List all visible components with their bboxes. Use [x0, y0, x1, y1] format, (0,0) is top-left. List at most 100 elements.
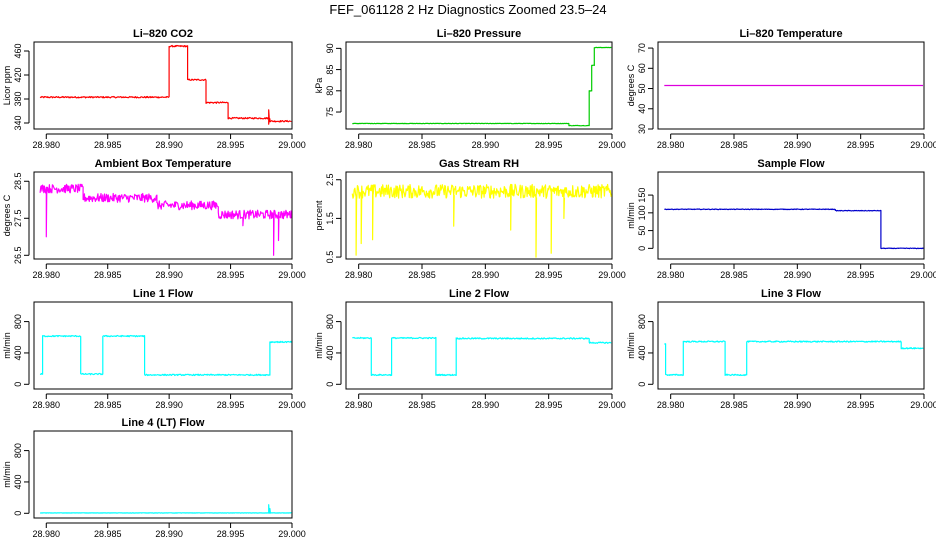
x-tick-label: 28.990	[784, 400, 812, 410]
y-tick-label: 85	[325, 65, 335, 75]
y-tick-label: 28.5	[13, 172, 23, 190]
x-tick-label: 28.985	[94, 270, 122, 280]
chart-panel: Sample Flow ml/min 28.980 28.985 28.990 28.99…	[626, 158, 936, 280]
y-tick-label: 100	[637, 205, 647, 220]
series-line	[39, 183, 292, 256]
x-tick-label: 28.985	[408, 140, 436, 150]
y-tick-label: 400	[637, 345, 647, 360]
y-tick-label: 800	[325, 314, 335, 329]
y-tick-label: 420	[13, 67, 23, 82]
plot-frame	[33, 41, 293, 130]
plot-frame	[345, 171, 613, 260]
x-tick-label: 28.995	[217, 400, 245, 410]
chart-title: Gas Stream RH	[439, 158, 519, 170]
series-line	[664, 208, 924, 250]
chart-panel: Gas Stream RH percent 28.980 28.985 28.990 28…	[314, 158, 626, 280]
x-tick-label: 28.995	[217, 140, 245, 150]
chart-panel: Line 3 Flow ml/min 28.980 28.985 28.990 28.99…	[626, 288, 936, 410]
y-axis-label: ml/min	[2, 332, 12, 359]
y-axis-label: ml/min	[2, 461, 12, 488]
x-tick-label: 28.995	[847, 140, 875, 150]
y-axis-label: ml/min	[626, 202, 636, 229]
x-tick-label: 28.990	[472, 270, 500, 280]
y-tick-label: 27.5	[13, 210, 23, 228]
x-tick-label: 28.980	[657, 270, 685, 280]
y-tick-label: 150	[637, 188, 647, 203]
y-tick-label: 0	[637, 246, 647, 251]
y-axis-label: kPa	[314, 78, 324, 94]
x-tick-label: 28.980	[33, 400, 61, 410]
x-tick-label: 29.000	[278, 529, 306, 539]
x-tick-label: 29.000	[598, 270, 626, 280]
y-tick-label: 400	[13, 345, 23, 360]
chart-panel: Line 1 Flow ml/min 28.980 28.985 28.990 28.99…	[2, 288, 306, 410]
plot-frame	[657, 41, 925, 130]
y-tick-label: 2.5	[325, 173, 335, 186]
y-tick-label: 70	[637, 43, 647, 53]
y-tick-label: 60	[637, 63, 647, 73]
y-tick-label: 800	[13, 443, 23, 458]
y-axis-label: Licor ppm	[2, 66, 12, 106]
chart-title: Line 2 Flow	[449, 288, 509, 300]
series-line	[39, 504, 292, 514]
x-tick-label: 28.995	[535, 140, 563, 150]
y-tick-label: 0	[13, 382, 23, 387]
y-axis-label: degrees C	[626, 64, 636, 106]
x-tick-label: 28.995	[847, 400, 875, 410]
x-tick-label: 28.995	[535, 400, 563, 410]
y-tick-label: 50	[637, 84, 647, 94]
y-tick-label: 80	[325, 86, 335, 96]
series-line	[39, 334, 292, 377]
y-tick-label: 90	[325, 43, 335, 53]
x-tick-label: 28.980	[33, 270, 61, 280]
y-tick-label: 0	[325, 382, 335, 387]
x-tick-label: 28.990	[155, 400, 183, 410]
series-line	[352, 46, 612, 127]
chart-title: Line 3 Flow	[761, 288, 821, 300]
y-tick-label: 800	[637, 314, 647, 329]
x-tick-label: 28.980	[33, 140, 61, 150]
y-tick-label: 50	[637, 226, 647, 236]
y-tick-label: 800	[13, 314, 23, 329]
chart-panel: Li–820 Pressure kPa 28.980 28.985 28.990 28.9…	[314, 28, 626, 150]
chart-title: Sample Flow	[757, 158, 825, 170]
x-tick-label: 28.995	[217, 270, 245, 280]
x-tick-label: 29.000	[278, 400, 306, 410]
chart-panel: Ambient Box Temperature degrees C 28.980 28…	[2, 158, 306, 280]
plot-frame	[657, 171, 925, 260]
x-tick-label: 29.000	[910, 270, 936, 280]
y-tick-label: 30	[637, 124, 647, 134]
x-tick-label: 28.995	[535, 270, 563, 280]
x-tick-label: 28.995	[847, 270, 875, 280]
y-tick-label: 380	[13, 91, 23, 106]
y-tick-label: 0.5	[325, 251, 335, 264]
x-tick-label: 28.985	[408, 270, 436, 280]
series-line	[39, 44, 292, 125]
x-tick-label: 29.000	[278, 270, 306, 280]
chart-title: Li–820 Pressure	[437, 28, 521, 40]
y-axis-label: degrees C	[2, 194, 12, 236]
x-tick-label: 28.980	[33, 529, 61, 539]
x-tick-label: 28.985	[720, 140, 748, 150]
x-tick-label: 28.985	[94, 140, 122, 150]
x-tick-label: 28.980	[345, 400, 373, 410]
x-tick-label: 28.980	[345, 140, 373, 150]
chart-title: Li–820 Temperature	[739, 28, 842, 40]
x-tick-label: 28.995	[217, 529, 245, 539]
y-tick-label: 75	[325, 107, 335, 117]
y-axis-label: ml/min	[314, 332, 324, 359]
chart-title: Li–820 CO2	[133, 28, 193, 40]
x-tick-label: 28.985	[720, 270, 748, 280]
chart-panel: Line 4 (LT) Flow ml/min 28.980 28.985 28.990…	[2, 417, 306, 539]
y-tick-label: 460	[13, 43, 23, 58]
x-tick-label: 28.990	[155, 270, 183, 280]
y-tick-label: 0	[13, 511, 23, 516]
x-tick-label: 28.990	[784, 270, 812, 280]
x-tick-label: 28.980	[657, 400, 685, 410]
chart-panel: Li–820 Temperature degrees C 28.980 28.985 2…	[626, 28, 936, 150]
x-tick-label: 28.990	[472, 140, 500, 150]
plot-frame	[345, 301, 613, 390]
x-tick-label: 28.985	[720, 400, 748, 410]
x-tick-label: 28.985	[408, 400, 436, 410]
